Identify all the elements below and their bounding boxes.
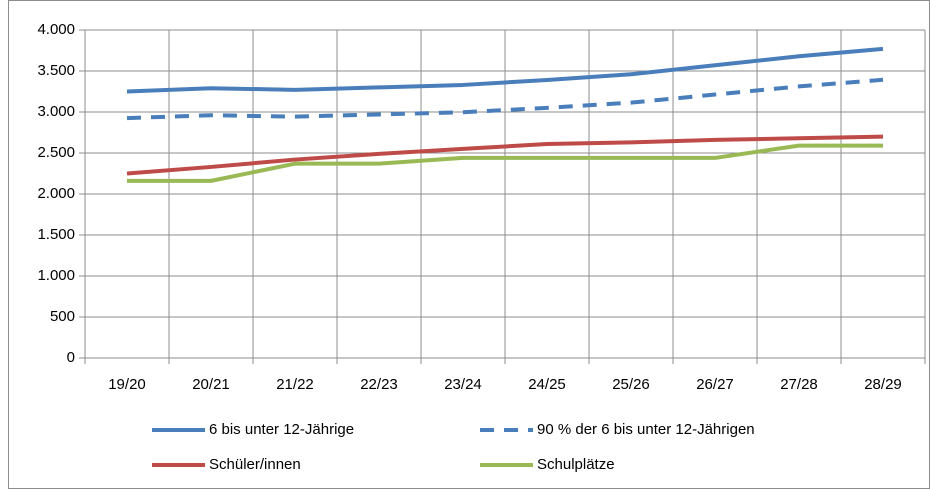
- series-line: [126, 134, 884, 176]
- x-tick-label: 20/21: [192, 376, 230, 393]
- y-tick-label: 2.500: [37, 144, 75, 161]
- y-tick-label: 2.000: [37, 185, 75, 202]
- y-tick-label: 3.500: [37, 62, 75, 79]
- y-tick-label: 0: [67, 349, 75, 366]
- y-tick-label: 1.000: [37, 267, 75, 284]
- legend-label: 90 % der 6 bis unter 12-Jährigen: [537, 421, 755, 438]
- y-tick-label: 4.000: [37, 21, 75, 38]
- series-line: [127, 143, 883, 183]
- x-tick-label: 26/27: [696, 376, 734, 393]
- y-tick-label: 3.000: [37, 103, 75, 120]
- legend-label: 6 bis unter 12-Jährige: [209, 421, 354, 438]
- series-line: [126, 46, 884, 94]
- series-line: [126, 77, 884, 121]
- legend-label: Schulplätze: [537, 456, 615, 473]
- x-tick-label: 24/25: [528, 376, 566, 393]
- x-tick-label: 23/24: [444, 376, 482, 393]
- y-tick-label: 1.500: [37, 226, 75, 243]
- x-tick-label: 21/22: [276, 376, 314, 393]
- x-tick-label: 19/20: [108, 376, 146, 393]
- x-tick-label: 22/23: [360, 376, 398, 393]
- x-tick-label: 25/26: [612, 376, 650, 393]
- legend-label: Schüler/innen: [209, 456, 301, 473]
- chart-frame: [8, 0, 930, 489]
- y-tick-label: 500: [50, 308, 75, 325]
- x-tick-label: 28/29: [864, 376, 902, 393]
- x-tick-label: 27/28: [780, 376, 818, 393]
